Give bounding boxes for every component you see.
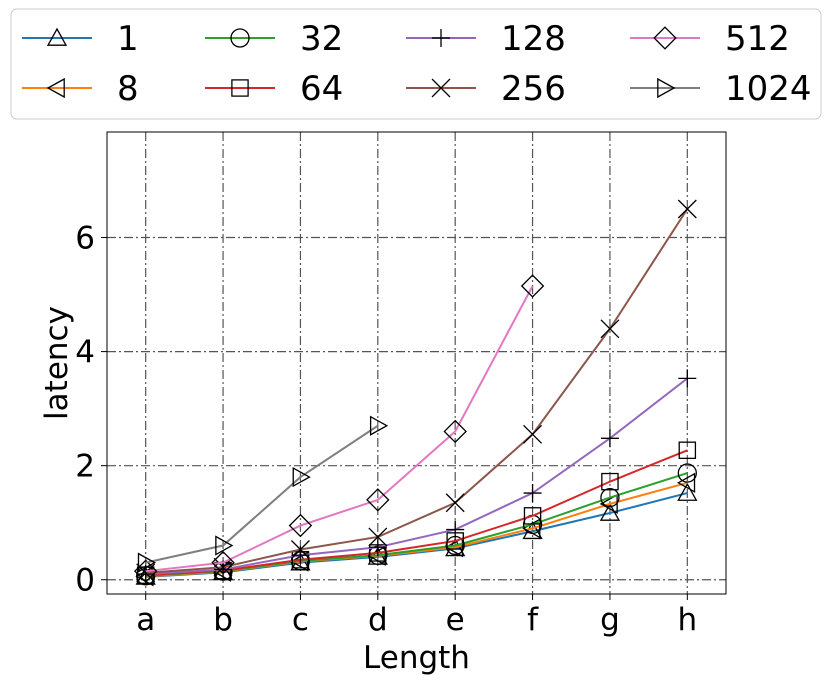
data-point: [368, 527, 388, 547]
x-tick-label: a: [136, 602, 155, 638]
series-line-512: [145, 285, 534, 573]
legend-marker: [230, 28, 250, 48]
legend-entry-1: 1: [22, 19, 139, 59]
legend-entry-1024: 1024: [630, 69, 812, 109]
data-point: [678, 369, 697, 388]
y-tick-label: 6: [75, 221, 95, 257]
data-point: [600, 319, 620, 339]
x-axis-label: Length: [363, 640, 470, 676]
data-point: [213, 557, 233, 577]
data-point: [137, 552, 157, 573]
series-line-1024: [145, 424, 379, 564]
legend-label: 128: [501, 19, 566, 59]
axis-ticks: a b c d e f g h 0 2 4 6: [75, 221, 697, 638]
series-512: [133, 274, 545, 583]
legend-entry-64: 64: [205, 69, 343, 109]
data-point: [677, 199, 697, 219]
legend-marker: [432, 29, 450, 47]
y-axis-label: latency: [39, 306, 75, 420]
legend-entry-8: 8: [22, 69, 139, 109]
data-point: [443, 419, 467, 444]
y-tick-label: 4: [75, 335, 95, 371]
legend-marker: [46, 27, 68, 46]
data-point: [678, 441, 697, 460]
legend-label: 1024: [725, 69, 812, 109]
data-point: [290, 551, 309, 572]
data-point: [676, 472, 696, 493]
x-tick-label: b: [213, 602, 233, 638]
data-point: [211, 550, 235, 575]
series-1024: [137, 415, 389, 573]
data-point: [366, 488, 390, 512]
legend-marker: [653, 26, 677, 50]
series-256: [136, 199, 697, 583]
data-point: [523, 507, 542, 525]
x-tick-label: d: [368, 602, 388, 638]
legend-marker: [431, 78, 451, 98]
data-point: [677, 482, 698, 501]
series-128: [136, 369, 697, 584]
data-point: [369, 415, 389, 436]
legend-marker: [46, 77, 65, 99]
data-point: [520, 274, 545, 298]
x-tick-label: f: [527, 602, 539, 638]
plot-frame: [106, 131, 727, 595]
data-point: [292, 466, 311, 488]
x-tick-label: h: [677, 602, 697, 638]
data-point: [600, 487, 620, 508]
legend-frame: [10, 8, 822, 120]
legend-label: 1: [117, 19, 139, 59]
data-point: [290, 540, 310, 559]
data-point: [444, 537, 464, 558]
data-point: [523, 424, 543, 444]
data-point: [446, 520, 465, 539]
series-line-64: [145, 449, 688, 577]
x-tick-label: e: [446, 602, 465, 638]
legend-label: 512: [725, 19, 790, 59]
grid: [107, 132, 726, 594]
data-point: [368, 538, 387, 557]
x-tick-label: c: [292, 602, 309, 638]
series-line-256: [145, 208, 689, 574]
data-point: [677, 463, 697, 483]
legend: 1 8 32 64 128 256 512 1024: [10, 8, 822, 120]
legend-entry-128: 128: [406, 19, 566, 59]
data-point: [523, 484, 542, 503]
legend-entry-512: 512: [630, 19, 790, 59]
data-point: [215, 535, 234, 556]
series-lines: [133, 199, 698, 587]
legend-marker: [231, 79, 249, 97]
y-tick-label: 2: [75, 449, 95, 485]
y-tick-label: 0: [75, 563, 95, 599]
data-point: [367, 545, 386, 566]
legend-label: 8: [117, 69, 139, 109]
legend-entry-32: 32: [205, 19, 343, 59]
series-line-128: [145, 377, 688, 576]
legend-label: 256: [501, 69, 566, 109]
legend-entry-256: 256: [406, 69, 566, 109]
data-point: [600, 429, 619, 448]
x-tick-label: g: [600, 602, 620, 638]
legend-label: 32: [300, 19, 343, 59]
data-point: [601, 472, 619, 491]
data-point: [445, 493, 465, 513]
series-8: [135, 472, 696, 587]
legend-marker: [657, 77, 676, 99]
legend-label: 64: [300, 69, 343, 109]
data-point: [288, 513, 313, 538]
